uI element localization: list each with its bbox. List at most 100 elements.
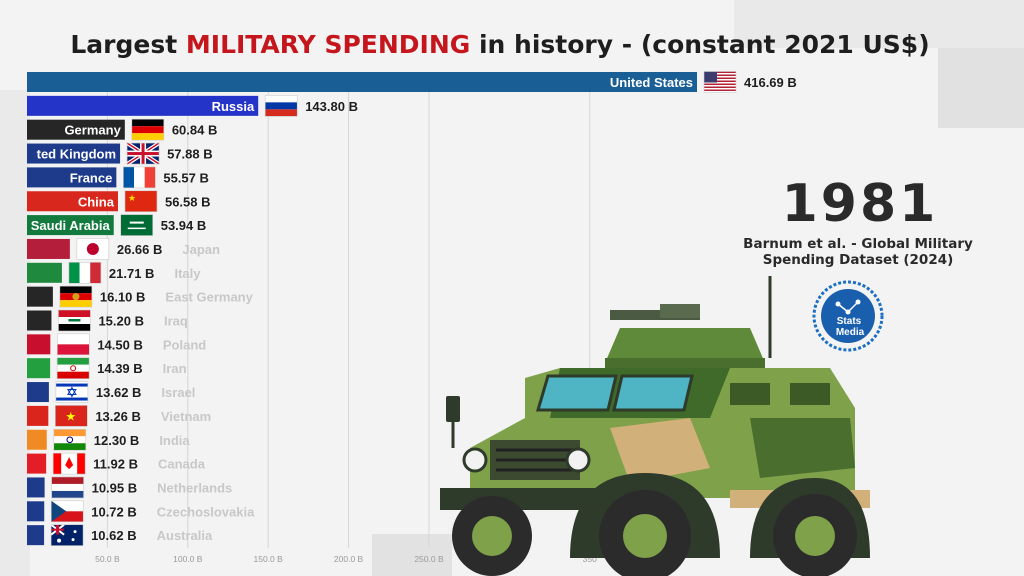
value-label: 416.69 B: [744, 75, 797, 90]
bar-japan: [27, 238, 70, 259]
chart-bars: 416.69 B United States 143.80 B Russia 60.84…: [27, 71, 797, 546]
military-vehicle-illustration: [440, 276, 870, 576]
uk-flag-icon: [125, 141, 161, 166]
category-label: Italy: [174, 266, 201, 281]
background-tile: [938, 48, 1024, 128]
germany-flag-icon: [131, 118, 165, 141]
india-flag-icon: [53, 428, 87, 451]
bar-czechoslovakia: [27, 501, 45, 522]
bar-east-germany: [27, 286, 53, 307]
category-label: China: [78, 194, 115, 209]
bar-australia: [27, 525, 45, 546]
netherlands-flag-icon: [51, 476, 84, 499]
us-flag-icon: [703, 71, 737, 93]
bar-russia: [27, 95, 259, 116]
poland-flag-icon: [57, 333, 90, 356]
category-label: Germany: [64, 123, 121, 138]
value-label: 26.66 B: [117, 242, 163, 257]
bar-china: [27, 191, 118, 212]
x-tick-label: 100.0 B: [173, 554, 203, 564]
value-label: 53.94 B: [161, 218, 207, 233]
bar-canada: [27, 453, 47, 474]
bar-vietnam: [27, 405, 49, 426]
chart-title: Largest MILITARY SPENDING in history - (…: [70, 30, 930, 59]
bar-france: [27, 167, 117, 188]
value-label: 10.62 B: [91, 528, 137, 543]
category-label: Czechoslovakia: [157, 504, 255, 519]
source-line-1: Barnum et al. - Global Military: [743, 236, 973, 252]
category-label: Russia: [212, 99, 255, 114]
israel-flag-icon: [55, 381, 89, 403]
x-tick-label: 350: [583, 554, 597, 564]
category-label: India: [159, 433, 190, 448]
saudi-flag-icon: [120, 214, 154, 236]
value-label: 143.80 B: [305, 99, 358, 114]
value-label: 57.88 B: [167, 147, 213, 162]
value-label: 55.57 B: [163, 170, 209, 185]
logo-text-2: Media: [836, 327, 865, 338]
category-label: United States: [610, 75, 693, 90]
value-label: 16.10 B: [100, 290, 146, 305]
east-germany-flag-icon: [59, 285, 93, 308]
category-label: Iran: [163, 361, 187, 376]
iraq-flag-icon: [58, 309, 91, 332]
canada-flag-icon: [52, 452, 86, 475]
value-label: 13.26 B: [95, 409, 141, 424]
value-label: 10.95 B: [92, 480, 138, 495]
svg-text:★: ★: [128, 194, 136, 204]
value-label: 21.71 B: [109, 266, 155, 281]
category-label: Iraq: [164, 314, 188, 329]
svg-text:★: ★: [65, 409, 76, 423]
bar-us: [27, 72, 697, 92]
stats-media-logo: Stats Media: [812, 280, 884, 352]
bar-iran: [27, 358, 51, 379]
iran-flag-icon: [56, 357, 90, 380]
bar-netherlands: [27, 477, 45, 498]
value-label: 14.39 B: [97, 361, 143, 376]
bar-india: [27, 429, 47, 450]
japan-flag-icon: [76, 238, 110, 260]
bar-uk: [27, 143, 121, 164]
category-label: Israel: [161, 385, 195, 400]
x-tick-label: 150.0 B: [254, 554, 284, 564]
france-flag-icon: [123, 166, 156, 189]
bar-iraq: [27, 310, 52, 331]
bar-saudi: [27, 215, 114, 236]
value-label: 56.58 B: [165, 194, 211, 209]
vietnam-flag-icon: ★: [55, 405, 88, 427]
china-flag-icon: ★: [124, 190, 158, 213]
year-label: 1981: [781, 174, 939, 234]
x-tick-label: 250.0 B: [414, 554, 444, 564]
bar-italy: [27, 262, 62, 283]
title-highlight: MILITARY SPENDING: [185, 30, 471, 59]
category-label: ted Kingdom: [37, 147, 116, 162]
category-label: France: [70, 170, 113, 185]
category-label: Netherlands: [157, 480, 232, 495]
value-label: 15.20 B: [98, 314, 144, 329]
australia-flag-icon: [50, 523, 84, 546]
bar-israel: [27, 382, 49, 403]
category-label: Saudi Arabia: [31, 218, 111, 233]
x-tick-label: 50.0 B: [95, 554, 120, 564]
category-label: Japan: [182, 242, 220, 257]
value-label: 14.50 B: [97, 337, 143, 352]
source-line-2: Spending Dataset (2024): [762, 252, 954, 268]
background-tile: [0, 90, 30, 576]
category-label: East Germany: [165, 290, 253, 305]
category-label: Australia: [157, 528, 213, 543]
italy-flag-icon: [68, 261, 102, 284]
category-label: Vietnam: [161, 409, 211, 424]
x-tick-label: 200.0 B: [334, 554, 364, 564]
value-label: 11.92 B: [93, 457, 138, 472]
czechoslovakia-flag-icon: [50, 500, 84, 523]
source-text: Barnum et al. - Global Military Spending…: [718, 236, 998, 268]
bar-germany: [27, 119, 125, 140]
value-label: 10.72 B: [91, 504, 137, 519]
russia-flag-icon: [264, 95, 298, 117]
value-label: 12.30 B: [94, 433, 140, 448]
background-tile: [372, 534, 452, 576]
value-label: 60.84 B: [172, 123, 218, 138]
background-tile: [734, 0, 1024, 48]
value-label: 13.62 B: [96, 385, 142, 400]
